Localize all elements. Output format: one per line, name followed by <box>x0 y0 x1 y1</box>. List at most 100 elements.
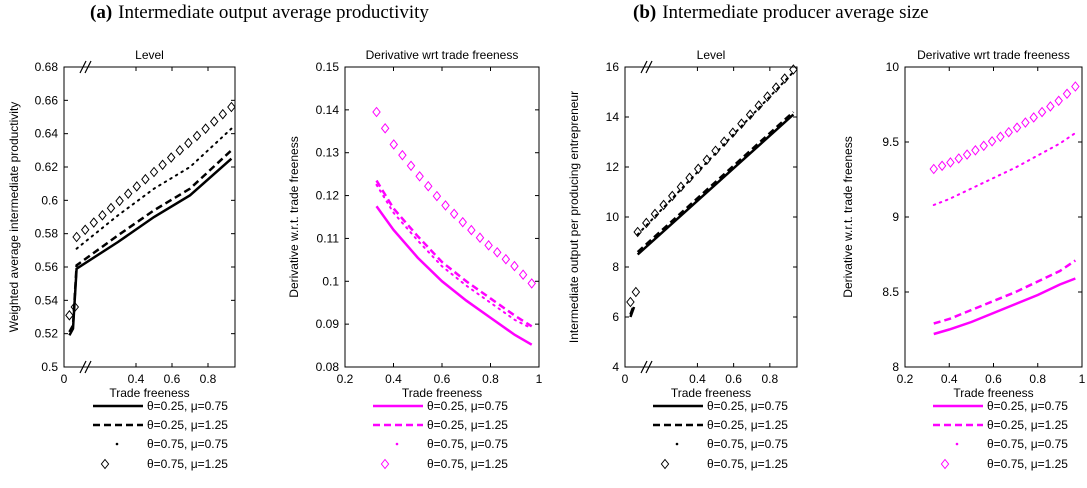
data-point <box>192 130 202 142</box>
chart-panel-1: Derivative wrt trade freeness 0.08 0.09 0.1… <box>287 48 543 471</box>
y-tick-label: 0.1 <box>322 274 339 288</box>
data-point <box>987 135 997 147</box>
y-tick-label: 8 <box>612 260 619 274</box>
y-axis-label: Weighted average intermediate productivi… <box>7 102 21 333</box>
data-point <box>106 202 116 214</box>
plot-frame <box>344 66 540 368</box>
legend-label: θ=0.75, μ=1.25 <box>707 457 788 471</box>
axis-break-mark <box>645 60 653 74</box>
data-point <box>65 310 74 321</box>
data-point <box>763 91 772 102</box>
data-point <box>937 160 947 172</box>
y-tick-label: 10 <box>606 210 620 224</box>
y-tick-label: 0.14 <box>316 103 340 117</box>
data-point <box>467 224 476 236</box>
data-point <box>954 153 963 164</box>
y-tick-label: 0.13 <box>316 146 340 160</box>
y-tick-label: 0.68 <box>35 60 59 74</box>
data-point <box>115 195 124 207</box>
legend-marker <box>115 442 119 446</box>
data-point <box>1062 88 1072 100</box>
legend-marker <box>100 458 110 470</box>
axis-break-mark <box>84 360 92 374</box>
y-tick-label: 8.5 <box>882 285 899 299</box>
data-point <box>1029 112 1038 123</box>
data-point <box>89 217 99 228</box>
data-point <box>1054 95 1063 107</box>
y-tick-label: 9 <box>892 210 899 224</box>
data-point <box>424 180 433 192</box>
legend-label: θ=0.25, μ=0.75 <box>147 399 228 413</box>
series-solid-line <box>636 113 795 256</box>
data-point <box>132 181 142 192</box>
data-point <box>693 163 703 175</box>
y-tick-label: 0.66 <box>35 93 59 107</box>
x-tick-label: 0.4 <box>941 372 958 386</box>
data-point <box>633 226 642 238</box>
series-dashed-line <box>636 111 795 253</box>
legend-label: θ=0.25, μ=1.25 <box>147 418 228 432</box>
axis-break-mark <box>640 60 648 74</box>
legend-label: θ=0.25, μ=0.75 <box>427 399 508 413</box>
data-point <box>711 145 720 157</box>
data-point <box>415 171 424 182</box>
data-point <box>1037 106 1047 118</box>
y-tick-label: 6 <box>612 310 619 324</box>
series-dotted-line <box>375 183 533 330</box>
series-dotted-line <box>932 132 1077 206</box>
y-axis-label: Intermediate output per producing entrep… <box>567 91 581 343</box>
x-axis-label: Trade freeness <box>109 386 189 400</box>
legend-marker <box>940 458 950 470</box>
axis-break-mark <box>79 60 87 74</box>
data-point <box>218 108 228 120</box>
x-tick-label: 0.6 <box>434 372 451 386</box>
y-tick-label: 0.56 <box>35 260 59 274</box>
legend-label: θ=0.75, μ=0.75 <box>147 437 228 451</box>
y-axis-label: Derivative w.r.t. trade freeness <box>841 136 855 297</box>
y-tick-label: 9.5 <box>882 135 899 149</box>
series-solid-line <box>68 157 233 336</box>
data-point <box>166 152 176 163</box>
data-point <box>650 208 660 220</box>
data-point <box>70 301 80 313</box>
legend-label: θ=0.75, μ=1.25 <box>427 457 508 471</box>
data-point <box>432 190 442 202</box>
y-tick-label: 12 <box>606 160 620 174</box>
data-point <box>962 149 972 160</box>
data-point <box>728 127 738 138</box>
data-point <box>80 224 90 236</box>
y-tick-label: 0.15 <box>316 60 340 74</box>
data-point <box>668 190 677 202</box>
x-tick-label: 0 <box>61 372 68 386</box>
legend-label: θ=0.75, μ=1.25 <box>987 457 1068 471</box>
data-point <box>659 199 668 211</box>
data-point <box>979 140 988 152</box>
data-point <box>458 216 467 228</box>
x-tick-label: 0 <box>622 372 629 386</box>
data-point <box>771 82 781 93</box>
data-point <box>745 109 755 120</box>
series-dashed-line <box>68 149 233 333</box>
x-tick-label: 0.8 <box>482 372 499 386</box>
series-dashed-line <box>629 304 636 315</box>
data-point <box>1071 81 1080 92</box>
legend-label: θ=0.75, μ=0.75 <box>427 437 508 451</box>
axis-break-mark <box>79 360 87 374</box>
chart-panel-3: Derivative wrt trade freeness 8 8.5 9 9.5 10 0… <box>841 48 1086 471</box>
x-axis-label: Trade freeness <box>402 386 482 400</box>
x-tick-label: 1 <box>1079 372 1086 386</box>
x-tick-label: 0.6 <box>985 372 1002 386</box>
data-point <box>372 106 381 118</box>
data-point <box>389 139 399 150</box>
y-tick-label: 0.58 <box>35 227 59 241</box>
x-axis-label: Trade freeness <box>671 386 751 400</box>
data-point <box>501 253 511 265</box>
x-tick-label: 0.2 <box>337 372 354 386</box>
y-tick-label: 0.5 <box>41 360 58 374</box>
axis-break-mark <box>645 360 653 374</box>
legend-label: θ=0.25, μ=1.25 <box>427 418 508 432</box>
x-tick-label: 1 <box>536 372 543 386</box>
data-point <box>484 240 493 251</box>
data-point <box>72 231 81 243</box>
chart-title: Derivative wrt trade freeness <box>917 48 1070 62</box>
